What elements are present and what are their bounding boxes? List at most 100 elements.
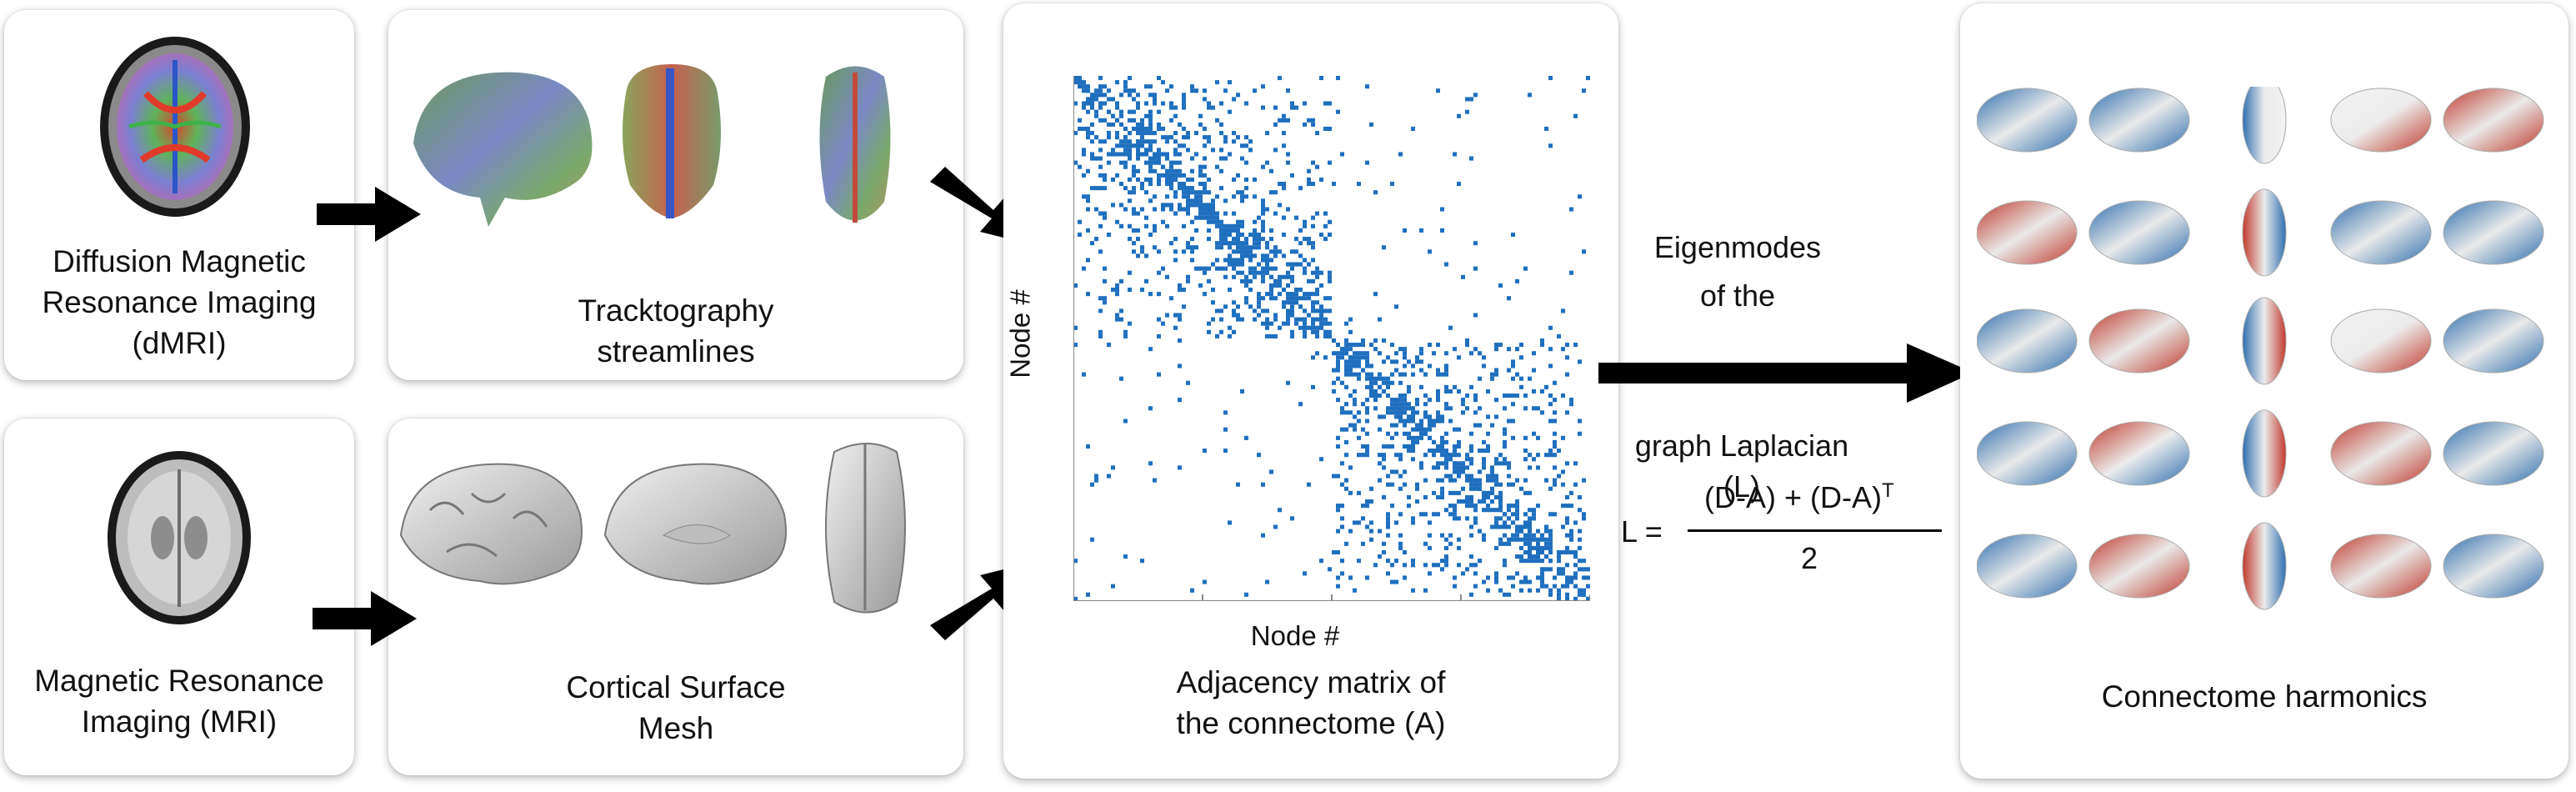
matrix-cell: [1228, 232, 1232, 238]
matrix-cell: [1503, 406, 1507, 411]
matrix-cell: [1511, 584, 1515, 589]
matrix-cell: [1144, 126, 1148, 132]
matrix-cell: [1532, 406, 1536, 411]
matrix-cell: [1282, 300, 1286, 305]
matrix-cell: [1282, 143, 1286, 148]
matrix-cell: [1448, 457, 1453, 462]
matrix-cell: [1365, 372, 1369, 377]
matrix-cell: [1344, 363, 1348, 368]
matrix-cell: [1307, 292, 1311, 297]
matrix-cell: [1569, 549, 1573, 555]
matrix-cell: [1140, 139, 1144, 144]
matrix-cell: [1078, 164, 1082, 169]
matrix-cell: [1273, 148, 1278, 153]
matrix-cell: [1194, 215, 1198, 220]
matrix-cell: [1319, 270, 1323, 275]
matrix-cell: [1444, 368, 1448, 373]
matrix-cell: [1486, 504, 1490, 509]
matrix-cell: [1319, 283, 1323, 288]
matrix-cell: [1257, 270, 1261, 275]
matrix-cell: [1478, 449, 1482, 454]
matrix-cell: [1119, 109, 1123, 114]
matrix-cell: [1390, 406, 1394, 411]
matrix-cell: [1432, 351, 1436, 356]
matrix-cell: [1265, 325, 1269, 330]
matrix-cell: [1507, 393, 1511, 399]
matrix-cell: [1536, 537, 1540, 542]
matrix-cell: [1153, 168, 1157, 173]
matrix-cell: [1403, 228, 1407, 233]
matrix-cell: [1273, 253, 1278, 258]
matrix-cell: [1223, 135, 1228, 140]
matrix-cell: [1315, 270, 1319, 275]
matrix-cell: [1094, 237, 1098, 242]
matrix-cell: [1290, 516, 1294, 521]
matrix-cell: [1244, 160, 1248, 165]
matrix-cell: [1315, 211, 1319, 216]
matrix-cell: [1157, 156, 1161, 161]
matrix-cell: [1573, 571, 1578, 576]
matrix-cell: [1565, 516, 1569, 521]
matrix-cell: [1544, 478, 1548, 483]
matrix-cell: [1498, 453, 1503, 458]
matrix-cell: [1503, 592, 1507, 597]
matrix-cell: [1182, 223, 1186, 228]
matrix-cell: [1469, 156, 1473, 161]
matrix-cell: [1348, 490, 1353, 495]
matrix-cell: [1311, 317, 1315, 322]
matrix-cell: [1432, 423, 1436, 428]
matrix-cell: [1257, 313, 1261, 318]
adjacency-matrix: [1073, 76, 1590, 601]
matrix-cell: [1311, 300, 1315, 305]
matrix-cell: [1269, 228, 1273, 233]
matrix-cell: [1365, 406, 1369, 411]
matrix-cell: [1553, 444, 1557, 449]
matrix-cell: [1478, 351, 1482, 356]
matrix-cell: [1269, 168, 1273, 173]
matrix-cell: [1494, 474, 1498, 479]
matrix-cell: [1336, 575, 1340, 580]
matrix-cell: [1407, 504, 1411, 509]
matrix-cell: [1115, 288, 1119, 293]
matrix-cell: [1303, 270, 1307, 275]
matrix-cell: [1386, 384, 1390, 389]
matrix-cell: [1444, 372, 1448, 377]
matrix-cell: [1157, 148, 1161, 153]
matrix-cell: [1469, 592, 1473, 597]
matrix-cell: [1469, 384, 1473, 389]
matrix-cell: [1307, 182, 1311, 187]
matrix-cell: [1428, 423, 1432, 428]
matrix-cell: [1440, 486, 1444, 491]
matrix-cell: [1073, 80, 1078, 85]
matrix-cell: [1365, 84, 1369, 89]
matrix-cell: [1548, 537, 1553, 542]
matrix-cell: [1519, 529, 1523, 534]
matrix-cell: [1419, 228, 1423, 233]
matrix-cell: [1182, 93, 1186, 98]
matrix-cell: [1286, 152, 1290, 157]
matrix-cell: [1440, 435, 1444, 440]
matrix-cell: [1148, 177, 1153, 182]
matrix-cell: [1128, 148, 1132, 153]
matrix-cell: [1448, 419, 1453, 424]
matrix-cell: [1344, 402, 1348, 407]
matrix-cell: [1444, 461, 1448, 466]
matrix-cell: [1569, 533, 1573, 538]
matrix-cell: [1169, 296, 1173, 301]
matrix-cell: [1203, 97, 1207, 102]
matrix-cell: [1282, 288, 1286, 293]
matrix-cell: [1469, 482, 1473, 487]
matrix-cell: [1161, 321, 1165, 326]
matrix-cell: [1173, 194, 1178, 199]
matrix-cell: [1128, 156, 1132, 161]
matrix-cell: [1453, 490, 1457, 495]
matrix-cell: [1394, 423, 1398, 428]
matrix-cell: [1119, 93, 1123, 98]
matrix-cell: [1378, 554, 1382, 559]
matrix-cell: [1182, 194, 1186, 199]
matrix-cell: [1382, 444, 1386, 449]
matrix-cell: [1548, 533, 1553, 538]
matrix-cell: [1186, 186, 1190, 191]
matrix-cell: [1257, 245, 1261, 250]
matrix-cell: [1315, 300, 1319, 305]
